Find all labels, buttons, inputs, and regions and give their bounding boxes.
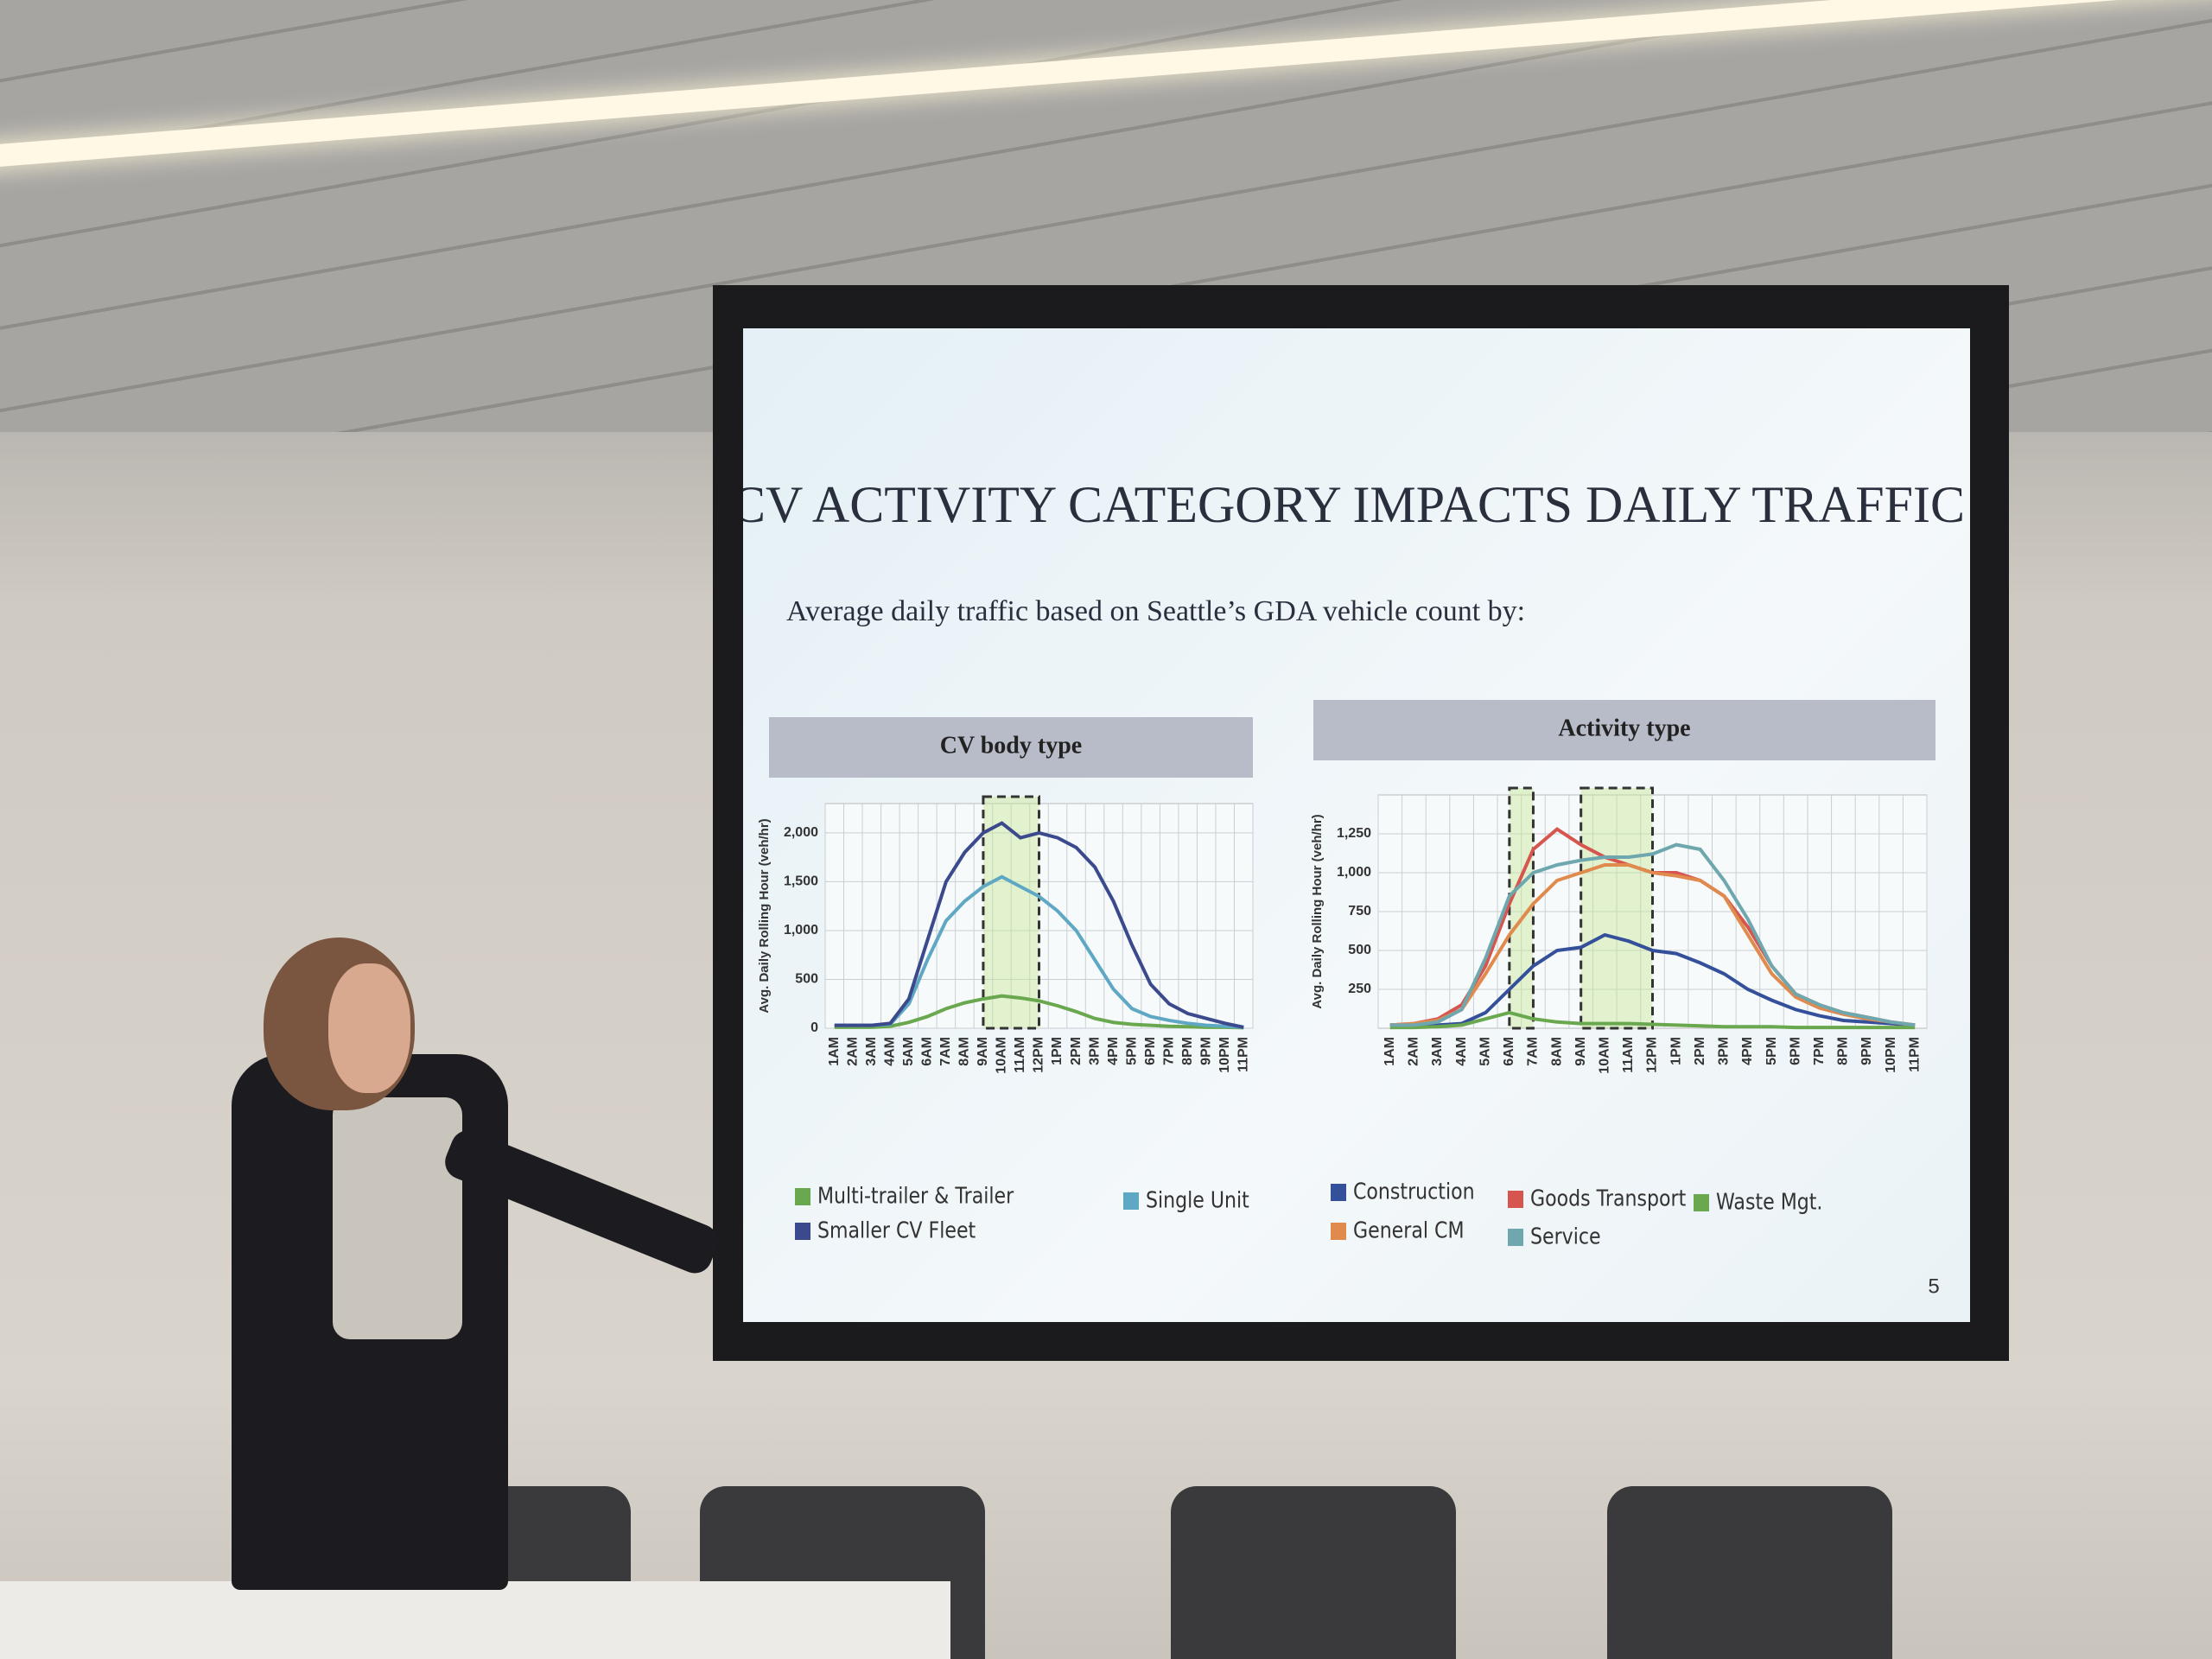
x-tick-label: 6PM: [1143, 1037, 1158, 1065]
x-tick-label: 12PM: [1032, 1037, 1046, 1073]
legend-label: Smaller CV Fleet: [817, 1217, 976, 1243]
legend-label: Service: [1530, 1224, 1601, 1249]
series-line: [1389, 932, 1916, 1027]
slide: CV ACTIVITY CATEGORY IMPACTS DAILY TRAFF…: [731, 328, 1970, 1322]
legend-swatch: [1694, 1194, 1709, 1211]
x-tick-label: 9PM: [1198, 1037, 1213, 1065]
chair: [1607, 1486, 1892, 1659]
x-tick-label: 4PM: [1740, 1037, 1755, 1065]
x-tick-label: 11PM: [1236, 1037, 1250, 1072]
x-tick-label: 9AM: [976, 1037, 990, 1066]
y-tick-label: 1,000: [1337, 865, 1371, 880]
chair: [1171, 1486, 1456, 1659]
x-tick-label: 1PM: [1669, 1037, 1683, 1065]
x-tick-label: 8PM: [1836, 1037, 1851, 1065]
legend-swatch: [795, 1188, 810, 1205]
series-line: [1389, 863, 1916, 1027]
series-line: [834, 994, 1244, 1030]
slide-subtitle: Average daily traffic based on Seattle’s…: [786, 595, 1525, 627]
x-tick-label: 2PM: [1069, 1037, 1084, 1065]
x-tick-label: 9AM: [1573, 1037, 1588, 1066]
y-tick-label: 0: [810, 1020, 818, 1035]
legend-label: Multi-trailer & Trailer: [817, 1183, 1014, 1209]
legend-label: Goods Transport: [1530, 1185, 1686, 1211]
x-tick-label: 7PM: [1161, 1037, 1176, 1065]
x-tick-label: 2AM: [1407, 1037, 1421, 1066]
y-axis-label: Avg. Daily Rolling Hour (veh/hr): [757, 818, 772, 1013]
x-tick-label: 7AM: [938, 1037, 953, 1066]
x-tick-label: 8PM: [1180, 1037, 1195, 1065]
x-tick-label: 5AM: [1478, 1037, 1492, 1066]
x-tick-label: 1AM: [827, 1037, 842, 1066]
x-tick-label: 10AM: [995, 1037, 1009, 1074]
x-tick-label: 10PM: [1884, 1037, 1898, 1073]
y-tick-label: 2,000: [784, 825, 818, 840]
highlight-box: [1580, 786, 1654, 1030]
x-tick-label: 9PM: [1859, 1037, 1874, 1065]
legend-swatch: [1508, 1229, 1523, 1246]
legend-swatch: [1331, 1223, 1346, 1240]
x-tick-label: 8AM: [957, 1037, 972, 1066]
page-number: 5: [1928, 1274, 1939, 1298]
legend-swatch: [1331, 1184, 1346, 1201]
x-tick-label: 6AM: [920, 1037, 935, 1066]
y-tick-label: 750: [1348, 904, 1371, 918]
x-tick-label: 5AM: [901, 1037, 916, 1066]
y-tick-label: 1,250: [1337, 826, 1371, 841]
chart-title: CV body type: [940, 732, 1082, 759]
y-tick-label: 250: [1348, 982, 1371, 996]
y-tick-label: 1,500: [784, 874, 818, 889]
x-tick-label: 4AM: [1454, 1037, 1469, 1066]
x-tick-label: 10PM: [1217, 1037, 1232, 1073]
x-tick-label: 3PM: [1717, 1037, 1732, 1065]
series-line: [834, 874, 1244, 1029]
presenter-shirt: [333, 1097, 462, 1339]
series-line: [1389, 842, 1916, 1027]
panel-header: [1313, 700, 1936, 760]
x-tick-label: 5PM: [1124, 1037, 1139, 1065]
legend-label: General CM: [1353, 1217, 1465, 1243]
x-tick-label: 3AM: [1430, 1037, 1445, 1066]
x-tick-label: 2PM: [1693, 1037, 1707, 1065]
x-tick-label: 3PM: [1087, 1037, 1102, 1065]
x-tick-label: 3AM: [864, 1037, 879, 1066]
panel-header: [769, 717, 1253, 778]
x-tick-label: 1PM: [1050, 1037, 1065, 1065]
y-tick-label: 500: [795, 972, 818, 987]
x-tick-label: 4PM: [1106, 1037, 1121, 1065]
x-tick-label: 7PM: [1812, 1037, 1827, 1065]
legend-swatch: [795, 1223, 810, 1240]
x-tick-label: 8AM: [1549, 1037, 1564, 1066]
x-tick-label: 11AM: [1621, 1037, 1636, 1073]
presenter-face: [328, 963, 410, 1093]
x-tick-label: 12PM: [1645, 1037, 1660, 1073]
x-tick-label: 10AM: [1598, 1037, 1612, 1074]
x-tick-label: 1AM: [1382, 1037, 1397, 1066]
x-tick-label: 5PM: [1764, 1037, 1779, 1065]
x-tick-label: 2AM: [846, 1037, 861, 1066]
legend-swatch: [1123, 1192, 1139, 1210]
x-tick-label: 11PM: [1907, 1037, 1922, 1072]
x-tick-label: 6AM: [1502, 1037, 1516, 1066]
legend-label: Construction: [1353, 1179, 1475, 1205]
chart-title: Activity type: [1558, 715, 1690, 741]
x-tick-label: 6PM: [1788, 1037, 1802, 1065]
table: [0, 1581, 950, 1659]
y-tick-label: 1,000: [784, 923, 818, 938]
x-tick-label: 7AM: [1526, 1037, 1541, 1066]
x-tick-label: 11AM: [1013, 1037, 1027, 1073]
series-line: [834, 821, 1244, 1029]
legend-swatch: [1508, 1191, 1523, 1208]
x-tick-label: 4AM: [883, 1037, 898, 1066]
series-line: [1389, 1010, 1916, 1030]
y-tick-label: 500: [1348, 943, 1371, 957]
slide-canvas: CV ACTIVITY CATEGORY IMPACTS DAILY TRAFF…: [731, 476, 1965, 1299]
y-axis-label: Avg. Daily Rolling Hour (veh/hr): [1310, 814, 1325, 1008]
legend-label: Waste Mgt.: [1716, 1189, 1822, 1215]
legend-label: Single Unit: [1146, 1187, 1249, 1213]
slide-title: CV ACTIVITY CATEGORY IMPACTS DAILY TRAFF…: [743, 476, 1965, 533]
